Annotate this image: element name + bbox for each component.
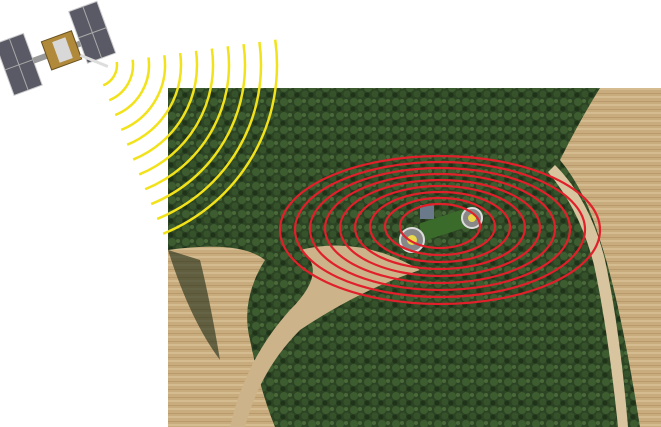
- wave: [144, 46, 231, 191]
- ring: [338, 178, 542, 278]
- field-right: [560, 88, 661, 427]
- aerial-photo: [168, 88, 661, 427]
- ring: [353, 184, 527, 271]
- wave: [132, 50, 199, 161]
- correction-rings: [278, 154, 602, 306]
- wave: [102, 61, 119, 87]
- ring: [293, 160, 587, 299]
- wave: [120, 55, 167, 132]
- shadow: [168, 250, 220, 360]
- wave: [150, 43, 247, 206]
- wave: [126, 52, 183, 146]
- wave: [162, 39, 279, 235]
- ring: [398, 202, 482, 250]
- ring: [368, 190, 512, 264]
- ring: [323, 172, 557, 285]
- signal-waves: [102, 39, 279, 235]
- ring: [278, 154, 602, 306]
- satellite: [0, 0, 117, 96]
- wave: [138, 48, 215, 176]
- ring: [308, 166, 572, 292]
- track-right: [548, 165, 628, 427]
- wave: [156, 41, 263, 221]
- wave: [108, 59, 135, 102]
- wave: [114, 57, 151, 117]
- ring: [383, 196, 497, 257]
- tractor: [399, 205, 483, 253]
